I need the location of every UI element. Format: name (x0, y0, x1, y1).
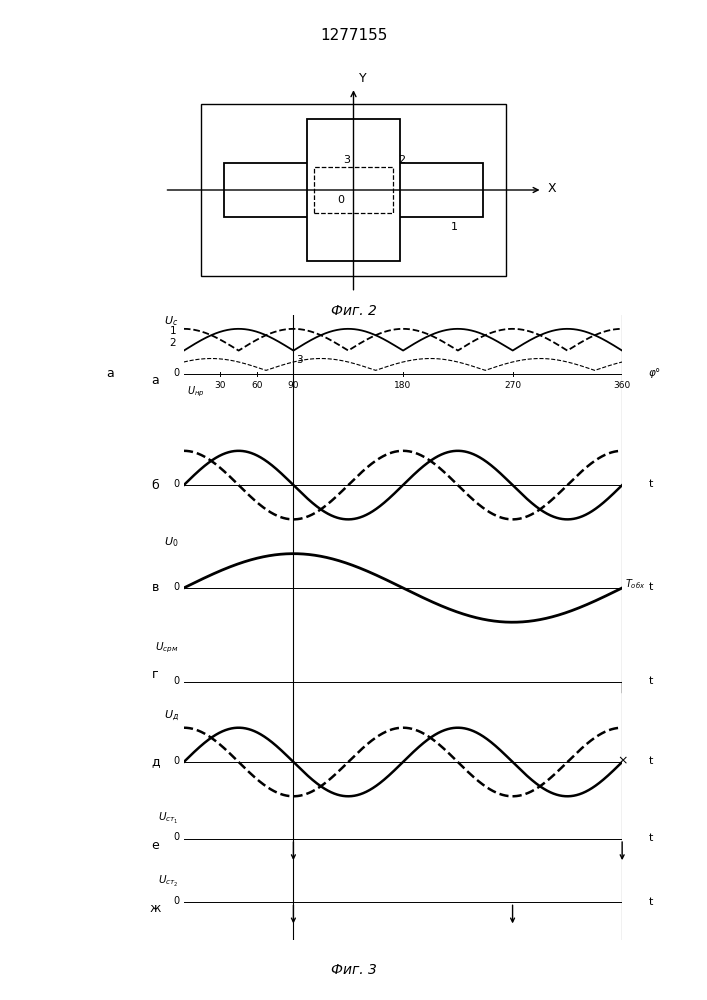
Bar (314, 167, 393, 213)
Text: 3: 3 (296, 355, 303, 365)
Text: в: в (152, 581, 159, 594)
Text: б: б (152, 479, 159, 492)
Text: 2: 2 (170, 338, 176, 348)
Text: 3: 3 (343, 155, 350, 165)
Text: $T_{обх}$: $T_{обх}$ (625, 578, 645, 591)
Text: 1: 1 (450, 222, 457, 232)
Text: 0: 0 (173, 832, 180, 842)
Text: $\times$: $\times$ (617, 754, 628, 767)
Text: X: X (548, 182, 556, 195)
Text: 0: 0 (173, 582, 180, 592)
Text: 1277155: 1277155 (320, 27, 387, 42)
Text: t: t (648, 756, 653, 766)
Text: 0: 0 (173, 368, 180, 378)
Text: t: t (648, 833, 653, 843)
Text: t: t (648, 479, 653, 489)
Text: 60: 60 (251, 381, 262, 390)
Text: ж: ж (150, 902, 161, 915)
Text: 0: 0 (173, 896, 180, 906)
Text: 360: 360 (614, 381, 631, 390)
Bar (201, 104, 506, 276)
Text: г: г (152, 668, 159, 681)
Text: t: t (648, 897, 653, 907)
Text: а: а (152, 374, 159, 387)
Text: 1: 1 (170, 326, 176, 336)
Text: Фиг. 3: Фиг. 3 (331, 963, 376, 977)
Text: $U_д$: $U_д$ (163, 708, 179, 723)
Text: 0: 0 (337, 195, 344, 205)
Text: 0: 0 (173, 676, 180, 686)
Text: 30: 30 (215, 381, 226, 390)
Text: $U_{нр}$: $U_{нр}$ (187, 384, 205, 399)
Text: е: е (152, 839, 159, 852)
Text: $\varphi°$: $\varphi°$ (648, 366, 662, 380)
Text: $U_{срм}$: $U_{срм}$ (156, 641, 179, 655)
Text: t: t (648, 676, 653, 686)
Text: 0: 0 (173, 756, 180, 766)
Text: $U_{ст_2}$: $U_{ст_2}$ (158, 874, 179, 889)
Bar (224, 163, 483, 217)
Text: 180: 180 (395, 381, 411, 390)
Text: $U_c$: $U_c$ (164, 314, 179, 328)
Text: 0: 0 (173, 479, 180, 489)
Text: Фиг. 2: Фиг. 2 (331, 304, 376, 318)
Text: 90: 90 (288, 381, 299, 390)
Bar (307, 119, 400, 261)
Text: $U_{ст_1}$: $U_{ст_1}$ (158, 811, 179, 826)
Text: t: t (648, 582, 653, 592)
Text: 270: 270 (504, 381, 521, 390)
Text: Y: Y (359, 72, 366, 85)
Text: $U_0$: $U_0$ (164, 535, 179, 549)
Text: д: д (151, 755, 160, 768)
Text: 2: 2 (399, 155, 406, 165)
Text: а: а (106, 367, 114, 380)
